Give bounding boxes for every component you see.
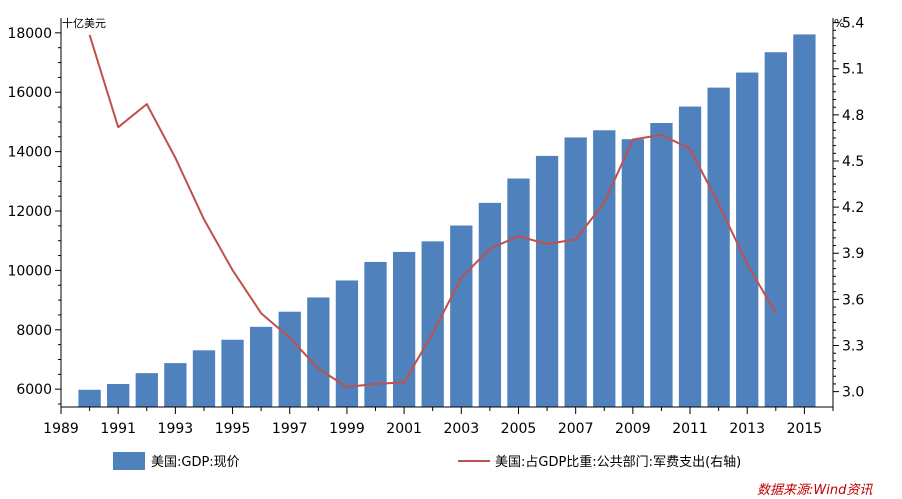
right-tick-label-3.6: 3.6 (842, 292, 864, 308)
left-axis-unit: 十亿美元 (62, 16, 106, 30)
x-tick-label-1991: 1991 (100, 421, 136, 437)
right-tick-label-3.3: 3.3 (842, 338, 864, 354)
left-tick-label-10000: 10000 (7, 263, 52, 279)
x-tick-label-2003: 2003 (443, 421, 479, 437)
left-tick-label-8000: 8000 (16, 323, 52, 339)
right-tick-label-5.1: 5.1 (842, 62, 864, 78)
bar-2010 (650, 123, 673, 407)
right-tick-label-4.5: 4.5 (842, 154, 864, 170)
bar-2000 (364, 261, 387, 407)
left-tick-label-12000: 12000 (7, 204, 52, 220)
right-tick-label-3.9: 3.9 (842, 246, 864, 262)
right-tick-label-3.0: 3.0 (842, 385, 864, 401)
bar-1999 (335, 280, 359, 407)
left-tick-label-6000: 6000 (16, 382, 52, 398)
legend-label-military: 美国:占GDP比重:公共部门:军费支出(右轴) (495, 454, 741, 470)
x-tick-label-1999: 1999 (329, 421, 365, 437)
bar-2004 (478, 202, 502, 407)
bar-1990 (78, 389, 101, 407)
x-tick-label-1997: 1997 (272, 421, 308, 437)
bar-2003 (450, 225, 473, 407)
legend-swatch-gdp (113, 452, 145, 470)
bar-1998 (307, 297, 330, 407)
right-tick-label-4.2: 4.2 (842, 200, 864, 216)
x-tick-label-1989: 1989 (43, 421, 79, 437)
bar-2007 (564, 137, 587, 407)
bar-1991 (107, 384, 130, 407)
bar-2006 (535, 155, 559, 407)
right-tick-label-4.8: 4.8 (842, 108, 864, 124)
x-tick-label-2005: 2005 (501, 421, 537, 437)
x-tick-label-2007: 2007 (558, 421, 594, 437)
bar-1996 (249, 326, 273, 407)
left-tick-label-14000: 14000 (7, 145, 52, 161)
source-note: 数据来源:Wind资讯 (757, 483, 873, 498)
x-tick-label-2011: 2011 (672, 421, 708, 437)
x-tick-label-1993: 1993 (158, 421, 194, 437)
x-tick-label-2009: 2009 (615, 421, 651, 437)
military-spending-line (88, 34, 777, 388)
bar-1997 (278, 311, 301, 407)
bar-2005 (507, 178, 530, 407)
x-tick-label-2001: 2001 (386, 421, 422, 437)
bar-2002 (421, 241, 444, 407)
x-tick-label-2015: 2015 (787, 421, 823, 437)
plot-area: 6000 8000 10000 12000 14000 16000 18000 3.0 3.3 3… (7, 16, 864, 437)
right-tick-label-5.4: 5.4 (842, 16, 864, 32)
bar-1995 (221, 339, 244, 407)
bar-2001 (392, 251, 416, 407)
bar-2014 (764, 52, 787, 407)
legend-label-gdp: 美国:GDP:现价 (151, 455, 240, 470)
bar-1993 (164, 363, 187, 407)
bar-2009 (621, 139, 645, 407)
bar-1994 (192, 350, 216, 407)
left-tick-label-16000: 16000 (7, 85, 52, 101)
left-tick-label-18000: 18000 (7, 26, 52, 42)
bar-1992 (135, 373, 158, 407)
bar-2015 (793, 34, 816, 408)
bar-2012 (707, 87, 730, 407)
bar-2011 (678, 106, 702, 407)
legend: 美国:GDP:现价 美国:占GDP比重:公共部门:军费支出(右轴) (113, 452, 741, 470)
right-axis-unit: % (834, 17, 844, 30)
bar-2008 (593, 130, 616, 407)
x-tick-label-1995: 1995 (215, 421, 251, 437)
x-tick-label-2013: 2013 (729, 421, 765, 437)
bar-2013 (736, 72, 759, 408)
